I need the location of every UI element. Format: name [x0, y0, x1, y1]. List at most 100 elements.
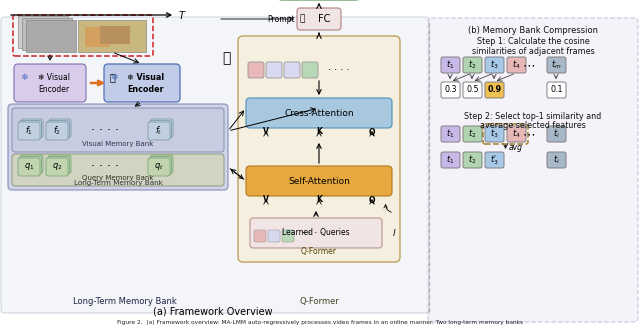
Bar — [22, 18, 72, 50]
FancyBboxPatch shape — [151, 155, 173, 173]
FancyBboxPatch shape — [463, 126, 482, 142]
Text: 0.3: 0.3 — [444, 85, 457, 94]
Text: $t_2$: $t_2$ — [468, 128, 477, 140]
Bar — [85, 27, 110, 47]
Text: 0.5: 0.5 — [466, 85, 479, 94]
Text: Encoder: Encoder — [38, 85, 70, 94]
Text: Q: Q — [369, 195, 375, 205]
Text: Step 2: Select top-1 similarity and: Step 2: Select top-1 similarity and — [465, 112, 602, 121]
FancyBboxPatch shape — [46, 158, 68, 176]
FancyBboxPatch shape — [485, 57, 504, 73]
Text: Long-Term Memory Bank: Long-Term Memory Bank — [73, 297, 177, 306]
Text: K: K — [316, 127, 322, 137]
Text: $\cdots$: $\cdots$ — [522, 127, 536, 141]
FancyBboxPatch shape — [485, 152, 504, 168]
Bar — [78, 20, 146, 52]
Text: similarities of adjacent frames: similarities of adjacent frames — [472, 47, 595, 56]
Text: $t_3'$: $t_3'$ — [490, 153, 499, 167]
Text: Cross-Attention: Cross-Attention — [284, 109, 354, 117]
Text: · · · ·: · · · · — [91, 160, 119, 174]
Text: $t_1$: $t_1$ — [446, 154, 454, 166]
Text: $q_2$: $q_2$ — [52, 161, 62, 173]
FancyBboxPatch shape — [547, 57, 566, 73]
FancyBboxPatch shape — [150, 120, 172, 139]
Text: 🔥: 🔥 — [109, 72, 115, 82]
FancyBboxPatch shape — [254, 230, 266, 242]
Text: Figure 2.  (a) Framework overview: MA-LMM auto-regressively processes video fram: Figure 2. (a) Framework overview: MA-LMM… — [117, 320, 523, 325]
FancyBboxPatch shape — [302, 62, 318, 78]
Text: · · · ·: · · · · — [302, 228, 323, 238]
Bar — [18, 16, 68, 48]
FancyBboxPatch shape — [282, 230, 294, 242]
Text: K: K — [316, 195, 322, 205]
Text: 0.1: 0.1 — [550, 85, 563, 94]
Text: ❄ Visual: ❄ Visual — [38, 73, 70, 82]
FancyBboxPatch shape — [1, 17, 429, 313]
FancyBboxPatch shape — [463, 82, 482, 98]
Text: ❄: ❄ — [20, 73, 28, 82]
Text: FC: FC — [318, 14, 330, 24]
Text: (a) Framework Overview: (a) Framework Overview — [153, 306, 273, 316]
Text: Q-Former: Q-Former — [299, 297, 339, 306]
FancyBboxPatch shape — [12, 108, 224, 152]
FancyBboxPatch shape — [238, 36, 400, 262]
FancyBboxPatch shape — [14, 64, 86, 102]
FancyBboxPatch shape — [507, 57, 526, 73]
Text: $t_2$: $t_2$ — [468, 59, 477, 71]
Text: Prompt: Prompt — [268, 15, 295, 23]
Text: $t_1$: $t_1$ — [446, 59, 454, 71]
FancyBboxPatch shape — [268, 230, 280, 242]
Text: $t_1$: $t_1$ — [446, 128, 454, 140]
FancyBboxPatch shape — [148, 122, 170, 140]
FancyBboxPatch shape — [49, 155, 71, 173]
FancyBboxPatch shape — [104, 64, 180, 102]
Text: Visual Memory Bank: Visual Memory Bank — [83, 141, 154, 147]
Text: Query Memory Bank: Query Memory Bank — [83, 175, 154, 181]
Text: Q: Q — [369, 127, 375, 137]
FancyBboxPatch shape — [297, 8, 341, 30]
FancyBboxPatch shape — [284, 62, 300, 78]
FancyBboxPatch shape — [441, 126, 460, 142]
FancyBboxPatch shape — [46, 122, 68, 140]
Text: $f_1$: $f_1$ — [25, 125, 33, 137]
Text: $\cdots$: $\cdots$ — [522, 58, 536, 72]
FancyBboxPatch shape — [485, 126, 504, 142]
Text: (b) Memory Bank Compression: (b) Memory Bank Compression — [468, 26, 598, 35]
FancyBboxPatch shape — [151, 119, 173, 137]
Text: Learned   Queries: Learned Queries — [282, 228, 350, 238]
FancyBboxPatch shape — [47, 120, 70, 139]
Text: $q_t$: $q_t$ — [154, 161, 164, 173]
FancyBboxPatch shape — [485, 82, 504, 98]
FancyBboxPatch shape — [148, 158, 170, 176]
FancyBboxPatch shape — [441, 57, 460, 73]
Text: $t_3$: $t_3$ — [490, 59, 499, 71]
Text: · · · ·: · · · · — [328, 65, 349, 75]
Text: ❄: ❄ — [110, 73, 118, 82]
FancyBboxPatch shape — [150, 156, 172, 175]
FancyBboxPatch shape — [21, 155, 43, 173]
FancyBboxPatch shape — [441, 152, 460, 168]
Text: $t_2$: $t_2$ — [468, 154, 477, 166]
Text: ❄ Visual: ❄ Visual — [127, 73, 164, 82]
FancyBboxPatch shape — [12, 154, 224, 186]
FancyBboxPatch shape — [547, 152, 566, 168]
FancyBboxPatch shape — [19, 120, 42, 139]
FancyBboxPatch shape — [248, 62, 264, 78]
Text: $f_2$: $f_2$ — [53, 125, 61, 137]
Text: Long-Term Memory Bank: Long-Term Memory Bank — [74, 180, 163, 186]
Text: V: V — [263, 127, 269, 137]
Text: $f_t$: $f_t$ — [156, 125, 163, 137]
Text: $t_4$: $t_4$ — [512, 59, 521, 71]
FancyBboxPatch shape — [428, 18, 638, 322]
Text: V: V — [263, 195, 269, 205]
Text: · · · ·: · · · · — [91, 124, 119, 138]
FancyBboxPatch shape — [547, 82, 566, 98]
Text: 0.9: 0.9 — [488, 85, 502, 94]
Text: 🔥: 🔥 — [222, 51, 230, 65]
Text: Self-Attention: Self-Attention — [288, 177, 350, 185]
Bar — [100, 26, 130, 44]
FancyBboxPatch shape — [49, 119, 71, 137]
FancyBboxPatch shape — [463, 152, 482, 168]
FancyBboxPatch shape — [246, 98, 392, 128]
Text: $l$: $l$ — [392, 227, 396, 239]
